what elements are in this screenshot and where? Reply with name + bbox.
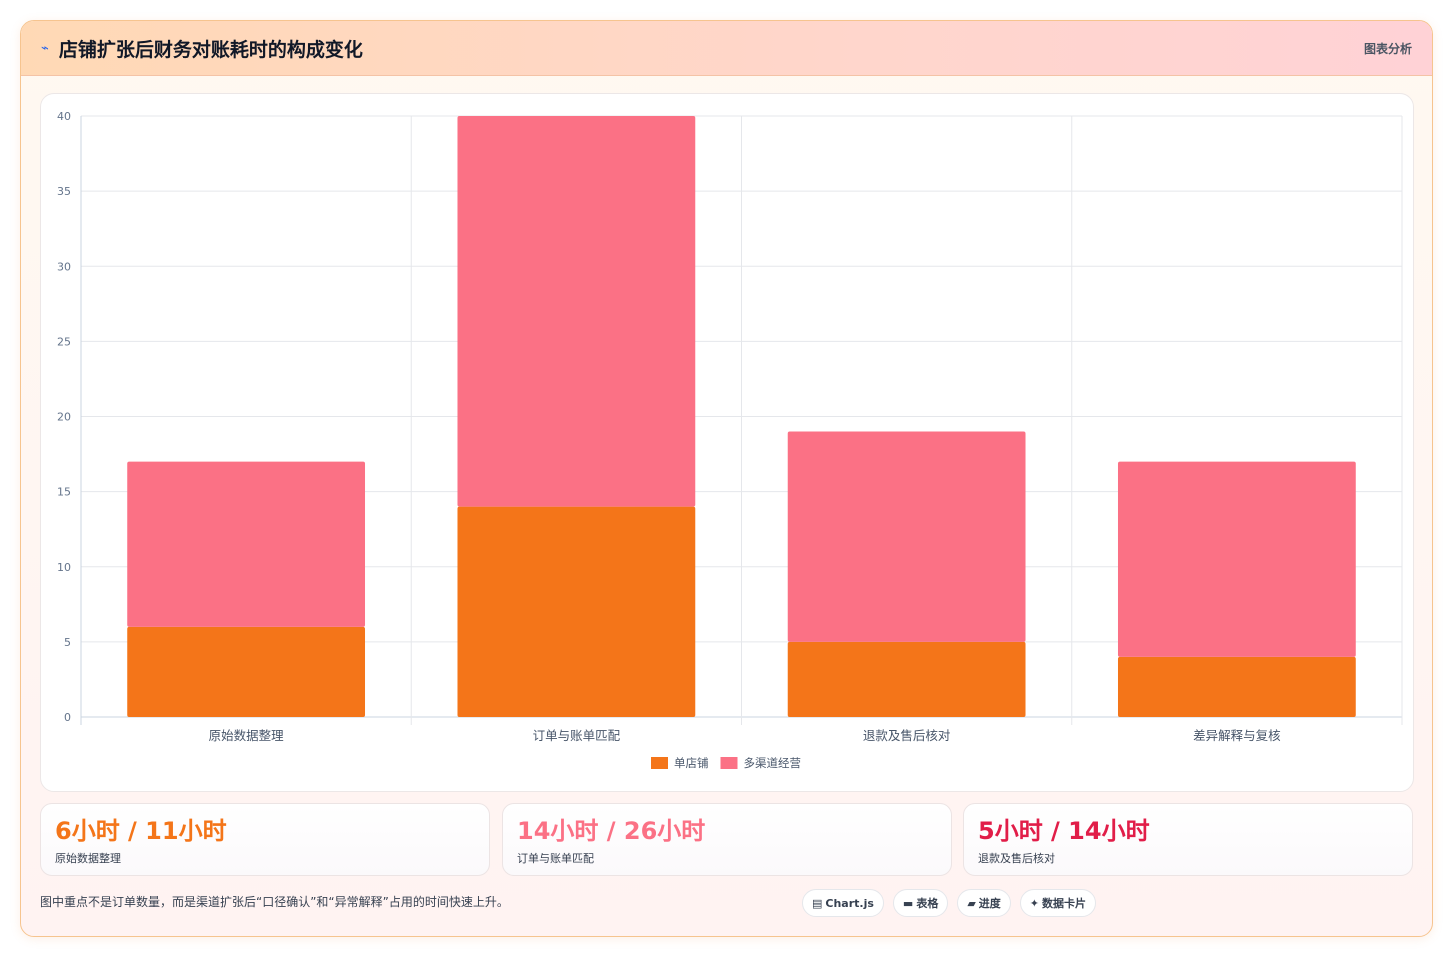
tag-list: ▤ Chart.js ▬ 表格 ▰ 进度 ✦ 数据卡片 (802, 889, 1097, 917)
footer-note: 图中重点不是订单数量，而是渠道扩张后“口径确认”和“异常解释”占用的时间快速上升… (40, 895, 509, 909)
header-section-label: 图表分析 (1363, 41, 1412, 56)
bar-segment (1117, 461, 1356, 657)
chart-container: 0 5 10 15 20 25 30 35 40 原始数据整理 订单与账单匹配 退款及售后核对 差异解释… (40, 93, 1414, 792)
stat-value: 6小时 / 11小时 (55, 817, 227, 845)
legend-swatch (720, 757, 738, 769)
chart-icon: ▤ (812, 896, 823, 910)
bar-segment (127, 461, 366, 627)
y-tick-label: 15 (57, 486, 71, 499)
y-tick-label: 25 (57, 335, 71, 348)
card-header: ⌁ 店铺扩张后财务对账耗时的构成变化 图表分析 (21, 21, 1432, 76)
page-title: 店铺扩张后财务对账耗时的构成变化 (58, 38, 363, 61)
x-tick-label: 订单与账单匹配 (533, 728, 621, 743)
x-tick-label: 差异解释与复核 (1193, 728, 1281, 743)
header-title-group: ⌁ 店铺扩张后财务对账耗时的构成变化 (41, 35, 363, 62)
sparkle-icon: ✦ (1029, 896, 1040, 910)
bar-segment (787, 431, 1026, 642)
stat-label: 退款及售后核对 (978, 852, 1055, 865)
stat-card-order-matching: 14小时 / 26小时 订单与账单匹配 (502, 803, 952, 876)
bar-segment (1117, 656, 1356, 717)
tag-label: 表格 (916, 897, 939, 910)
tag-chartjs[interactable]: ▤ Chart.js (802, 889, 884, 917)
stat-cards: 6小时 / 11小时 原始数据整理 14小时 / 26小时 订单与账单匹配 5小… (40, 803, 1414, 876)
stat-value: 14小时 / 26小时 (517, 817, 706, 845)
progress-icon: ▰ (967, 896, 976, 910)
stat-card-raw-data: 6小时 / 11小时 原始数据整理 (40, 803, 490, 876)
chart-line-icon: ⌁ (41, 40, 49, 56)
bar-segment (787, 641, 1026, 717)
y-tick-label: 10 (57, 561, 71, 574)
tag-label: 进度 (978, 897, 1001, 910)
x-tick-label: 原始数据整理 (209, 728, 285, 743)
bar-segment (457, 116, 696, 507)
tag-table[interactable]: ▬ 表格 (892, 889, 949, 917)
bar-segment (127, 626, 366, 717)
card-footer: 图中重点不是订单数量，而是渠道扩张后“口径确认”和“异常解释”占用的时间快速上升… (40, 889, 1414, 923)
y-tick-label: 35 (57, 185, 71, 198)
table-icon: ▬ (902, 896, 914, 910)
y-tick-label: 30 (57, 260, 71, 273)
x-tick-label: 退款及售后核对 (863, 728, 951, 743)
tag-label: 数据卡片 (1042, 897, 1087, 910)
stacked-bar-chart: 0 5 10 15 20 25 30 35 40 原始数据整理 订单与账单匹配 退款及售后核对 差异解释… (57, 110, 1403, 770)
stat-card-refund-check: 5小时 / 14小时 退款及售后核对 (963, 803, 1413, 876)
y-tick-label: 20 (57, 411, 71, 424)
stat-value: 5小时 / 14小时 (978, 817, 1150, 845)
stat-label: 原始数据整理 (55, 852, 121, 865)
tag-progress[interactable]: ▰ 进度 (957, 889, 1011, 917)
y-tick-label: 40 (57, 110, 71, 123)
y-tick-label: 5 (64, 636, 71, 649)
bar-segment (457, 506, 696, 717)
tag-data-card[interactable]: ✦ 数据卡片 (1019, 889, 1097, 917)
legend-label: 单店铺 (674, 756, 709, 770)
stat-label: 订单与账单匹配 (517, 852, 594, 865)
y-tick-label: 0 (64, 711, 71, 724)
legend-swatch (651, 757, 668, 769)
chart-card: ⌁ 店铺扩张后财务对账耗时的构成变化 图表分析 0 5 10 15 20 25 30 35 40… (20, 20, 1433, 937)
tag-label: Chart.js (825, 896, 874, 910)
legend-label: 多渠道经营 (744, 756, 802, 770)
